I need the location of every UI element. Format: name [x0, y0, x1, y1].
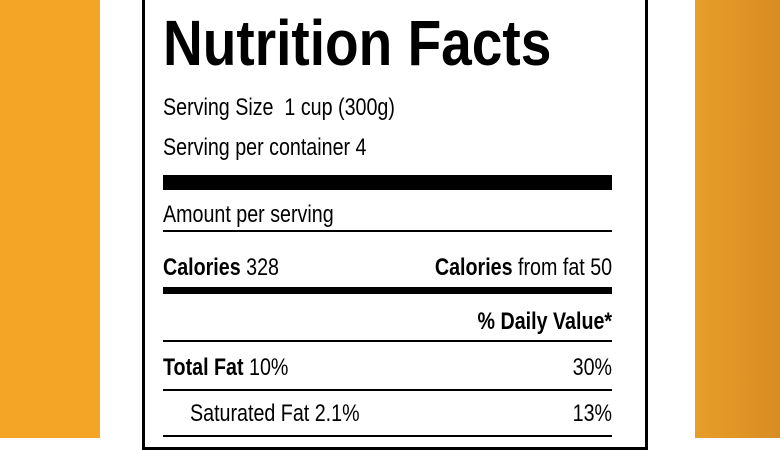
amount-per-serving: Amount per serving	[163, 201, 334, 228]
servings-per-container: Serving per container 4	[163, 134, 367, 161]
serving-size: Serving Size 1 cup (300g)	[163, 94, 395, 121]
nutrient-label: Saturated Fat	[190, 400, 310, 427]
daily-value-header: % Daily Value*	[477, 308, 612, 335]
nutrient-amount: 2.1%	[314, 400, 360, 427]
calories: Calories 328	[163, 253, 279, 283]
calories-from-fat: Calories from fat 50	[435, 253, 612, 283]
rule	[163, 435, 612, 437]
calories-label: Calories	[163, 254, 241, 281]
medium-rule	[163, 287, 612, 294]
nutrient-daily-value: 13%	[572, 400, 612, 427]
background-left	[0, 0, 100, 438]
rule	[163, 230, 612, 232]
nutrient: Total Fat 10%	[163, 353, 288, 383]
background-right	[695, 0, 780, 438]
calories-from-fat-value: from fat 50	[517, 254, 612, 281]
nutrient-label: Total Fat	[163, 354, 244, 381]
rule	[163, 389, 612, 391]
thick-rule	[163, 175, 612, 190]
calories-value: 328	[246, 254, 279, 281]
nutrient-amount: 10%	[249, 354, 289, 381]
title: Nutrition Facts	[163, 7, 552, 79]
nutrient: Saturated Fat 2.1%	[190, 399, 360, 429]
nutrient-daily-value: 30%	[572, 354, 612, 381]
rule	[163, 340, 612, 342]
background-center	[100, 0, 695, 438]
calories-from-fat-label: Calories	[434, 254, 513, 281]
